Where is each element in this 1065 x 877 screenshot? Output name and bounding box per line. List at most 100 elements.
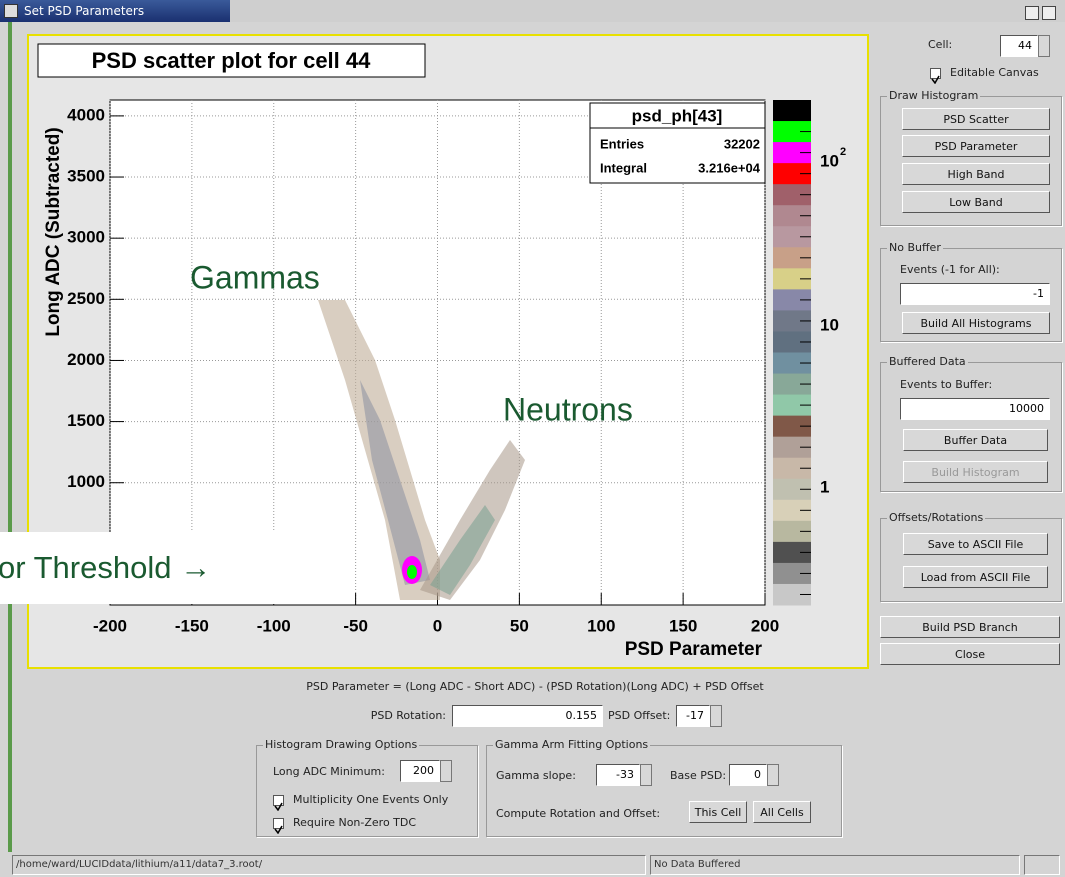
- group-title: Histogram Drawing Options: [263, 738, 420, 751]
- button[interactable]: Build PSD Branch: [880, 616, 1060, 638]
- palette-cell: [773, 205, 811, 227]
- palette-cell: [773, 436, 811, 459]
- palette-cell: [773, 142, 811, 164]
- y-tick-label: 1000: [67, 472, 105, 491]
- group: Draw Histogram: [880, 89, 1062, 226]
- group-title: Gamma Arm Fitting Options: [493, 738, 651, 751]
- canvas: PSD scatter plot for cell 44 psd_ph[43] …: [0, 34, 869, 669]
- checkbox[interactable]: [273, 795, 284, 812]
- x-tick-label: -150: [175, 616, 209, 635]
- title-tab: [0, 0, 230, 22]
- palette-cell: [773, 394, 811, 417]
- slope-input[interactable]: -33: [596, 764, 640, 786]
- label: Require Non-Zero TDC: [293, 816, 417, 829]
- stats-box: [589, 102, 766, 184]
- x-axis-label: PSD Parameter: [625, 639, 763, 660]
- check-mark: [931, 75, 940, 85]
- check-mark: [274, 825, 283, 835]
- spinner[interactable]: [767, 764, 779, 786]
- label: Cell:: [928, 38, 953, 51]
- button[interactable]: Build All Histograms: [902, 312, 1050, 334]
- palette-cell: [773, 289, 811, 311]
- label: Compute Rotation and Offset:: [496, 807, 661, 820]
- y-tick-label: 2500: [67, 289, 105, 308]
- label: Base PSD:: [670, 769, 727, 782]
- y-tick-label: 3500: [67, 167, 105, 186]
- min-input[interactable]: 200: [400, 760, 440, 782]
- button[interactable]: High Band: [902, 163, 1050, 185]
- palette-cell: [773, 457, 811, 480]
- label: PSD Rotation:: [370, 709, 446, 722]
- group: Buffered Data: [880, 355, 1062, 492]
- palette-cell: [773, 562, 811, 585]
- palette-cell: [773, 100, 811, 122]
- label: Events to Buffer:: [900, 378, 993, 391]
- spinner[interactable]: [710, 705, 722, 727]
- palette-cell: [773, 541, 811, 564]
- palette-cell: [773, 184, 811, 206]
- title-bar: [0, 0, 1065, 22]
- close-icon[interactable]: [4, 4, 18, 18]
- button[interactable]: Low Band: [902, 191, 1050, 213]
- base-input[interactable]: 0: [729, 764, 767, 786]
- status-message: No Data Buffered: [650, 855, 1020, 875]
- label: Events (-1 for All):: [900, 263, 1000, 276]
- y-tick-label: 1500: [67, 411, 105, 430]
- stats-name: psd_ph[43]: [632, 106, 723, 125]
- neutron-core: [430, 505, 495, 595]
- palette-cell: [773, 583, 811, 606]
- spinner[interactable]: [1038, 35, 1050, 57]
- label: PSD Offset:: [608, 709, 671, 722]
- buffer-input[interactable]: 10000: [900, 398, 1050, 420]
- gamma-core: [360, 380, 430, 585]
- group: Offsets/Rotations: [880, 511, 1062, 602]
- offset-input[interactable]: -17: [676, 705, 710, 727]
- palette-cell: [773, 415, 811, 438]
- button[interactable]: Buffer Data: [903, 429, 1048, 451]
- status-path: /home/ward/LUCIDdata/lithium/a11/data7_3…: [12, 855, 646, 875]
- neutron-arm: [420, 440, 525, 600]
- annotation-box: [0, 532, 332, 604]
- annotation: Neutrons: [503, 391, 633, 427]
- rotation-input[interactable]: 0.155: [452, 705, 603, 727]
- minimize-button[interactable]: [1025, 6, 1039, 20]
- button[interactable]: Close: [880, 643, 1060, 665]
- x-tick-label: -100: [257, 616, 291, 635]
- button[interactable]: Save to ASCII File: [903, 533, 1048, 555]
- palette-cell: [773, 247, 811, 269]
- x-tick-label: 100: [587, 616, 615, 635]
- button[interactable]: PSD Scatter: [902, 108, 1050, 130]
- button[interactable]: This Cell: [689, 801, 747, 823]
- button[interactable]: Load from ASCII File: [903, 566, 1048, 588]
- checkbox[interactable]: [273, 818, 284, 835]
- y-tick-label: 3000: [67, 228, 105, 247]
- maximize-button[interactable]: [1042, 6, 1056, 20]
- scale-label: 1: [820, 477, 829, 496]
- color-palette: [773, 100, 811, 606]
- label: Gamma slope:: [496, 769, 576, 782]
- group: Histogram Drawing Options: [256, 738, 478, 837]
- palette-cell: [773, 121, 811, 143]
- palette-cell: [773, 163, 811, 185]
- y-tick-label: 2000: [67, 350, 105, 369]
- stats-value: 32202: [724, 136, 760, 151]
- cell-input[interactable]: 44: [1000, 35, 1038, 57]
- button-disabled: Build Histogram: [903, 461, 1048, 483]
- palette-cell: [773, 268, 811, 290]
- palette-cell: [773, 478, 811, 501]
- window-title: Set PSD Parameters: [24, 4, 145, 18]
- button[interactable]: All Cells: [753, 801, 811, 823]
- spinner[interactable]: [440, 760, 452, 782]
- scatter-density: [318, 300, 525, 600]
- scale-exponent: 2: [840, 146, 846, 158]
- events-input[interactable]: -1: [900, 283, 1050, 305]
- plot-title: PSD scatter plot for cell 44: [92, 48, 372, 73]
- palette-cell: [773, 331, 811, 353]
- checkbox[interactable]: [930, 68, 941, 85]
- spinner[interactable]: [640, 764, 652, 786]
- group-title: No Buffer: [887, 241, 943, 254]
- check-mark: [274, 802, 283, 812]
- peak-center: [407, 565, 417, 579]
- button[interactable]: PSD Parameter: [902, 135, 1050, 157]
